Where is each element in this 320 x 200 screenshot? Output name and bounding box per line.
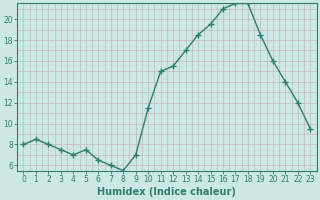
X-axis label: Humidex (Indice chaleur): Humidex (Indice chaleur) <box>98 187 236 197</box>
